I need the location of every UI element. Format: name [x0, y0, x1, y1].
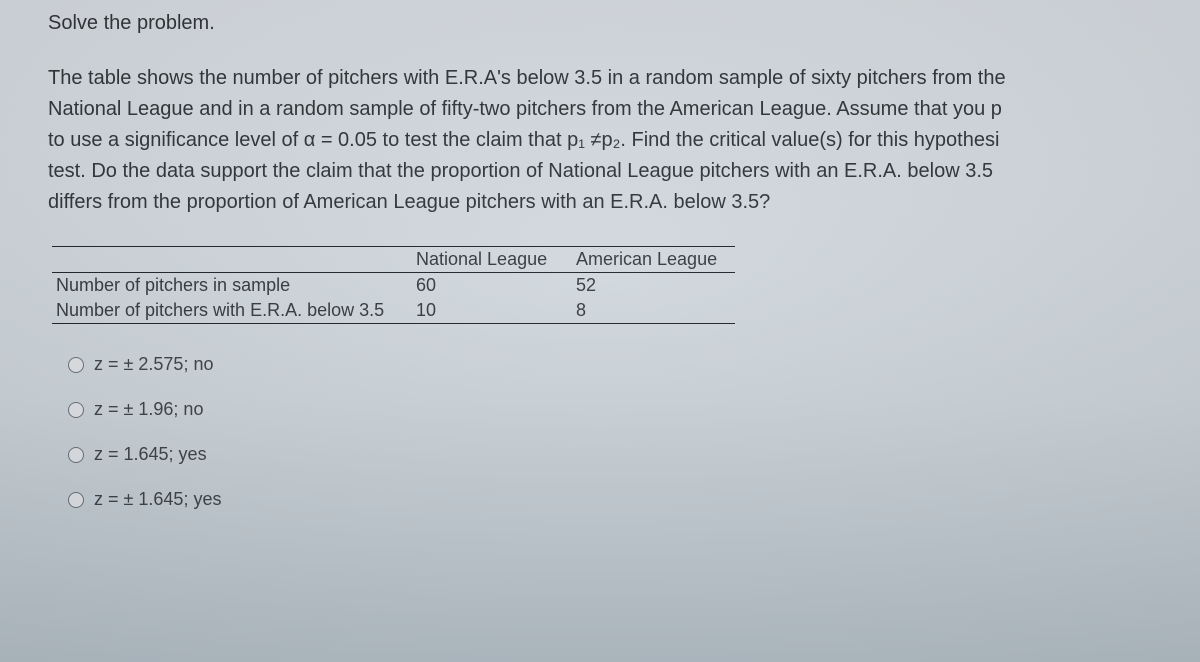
option-label: z = ± 1.645; yes [94, 489, 221, 510]
cell: 8 [572, 298, 735, 324]
radio-icon[interactable] [68, 447, 84, 463]
option-a[interactable]: z = ± 2.575; no [68, 354, 1200, 375]
option-b[interactable]: z = ± 1.96; no [68, 399, 1200, 420]
row-label: Number of pitchers with E.R.A. below 3.5 [52, 298, 412, 324]
option-d[interactable]: z = ± 1.645; yes [68, 489, 1200, 510]
col-american: American League [572, 247, 735, 273]
prompt-line: differs from the proportion of American … [48, 191, 770, 213]
cell: 60 [412, 273, 572, 299]
prompt-line: test. Do the data support the claim that… [48, 160, 993, 182]
question-sheet: Solve the problem. The table shows the n… [0, 0, 1200, 662]
option-label: z = 1.645; yes [94, 444, 207, 465]
answer-options: z = ± 2.575; no z = ± 1.96; no z = 1.645… [48, 354, 1200, 510]
radio-icon[interactable] [68, 357, 84, 373]
option-label: z = ± 1.96; no [94, 399, 203, 420]
col-blank [52, 247, 412, 273]
radio-icon[interactable] [68, 402, 84, 418]
problem-prompt: The table shows the number of pitchers w… [48, 63, 1200, 218]
cell: 52 [572, 273, 735, 299]
table-row: Number of pitchers in sample 60 52 [52, 273, 735, 299]
table-row: Number of pitchers with E.R.A. below 3.5… [52, 298, 735, 324]
prompt-line: to use a significance level of α = 0.05 … [48, 129, 999, 151]
col-national: National League [412, 247, 572, 273]
prompt-line: The table shows the number of pitchers w… [48, 67, 1006, 89]
option-c[interactable]: z = 1.645; yes [68, 444, 1200, 465]
table-header-row: National League American League [52, 247, 735, 273]
data-table: National League American League Number o… [52, 246, 735, 324]
row-label: Number of pitchers in sample [52, 273, 412, 299]
option-label: z = ± 2.575; no [94, 354, 213, 375]
cell: 10 [412, 298, 572, 324]
prompt-line: National League and in a random sample o… [48, 98, 1002, 120]
instruction-text: Solve the problem. [48, 10, 1200, 35]
radio-icon[interactable] [68, 492, 84, 508]
